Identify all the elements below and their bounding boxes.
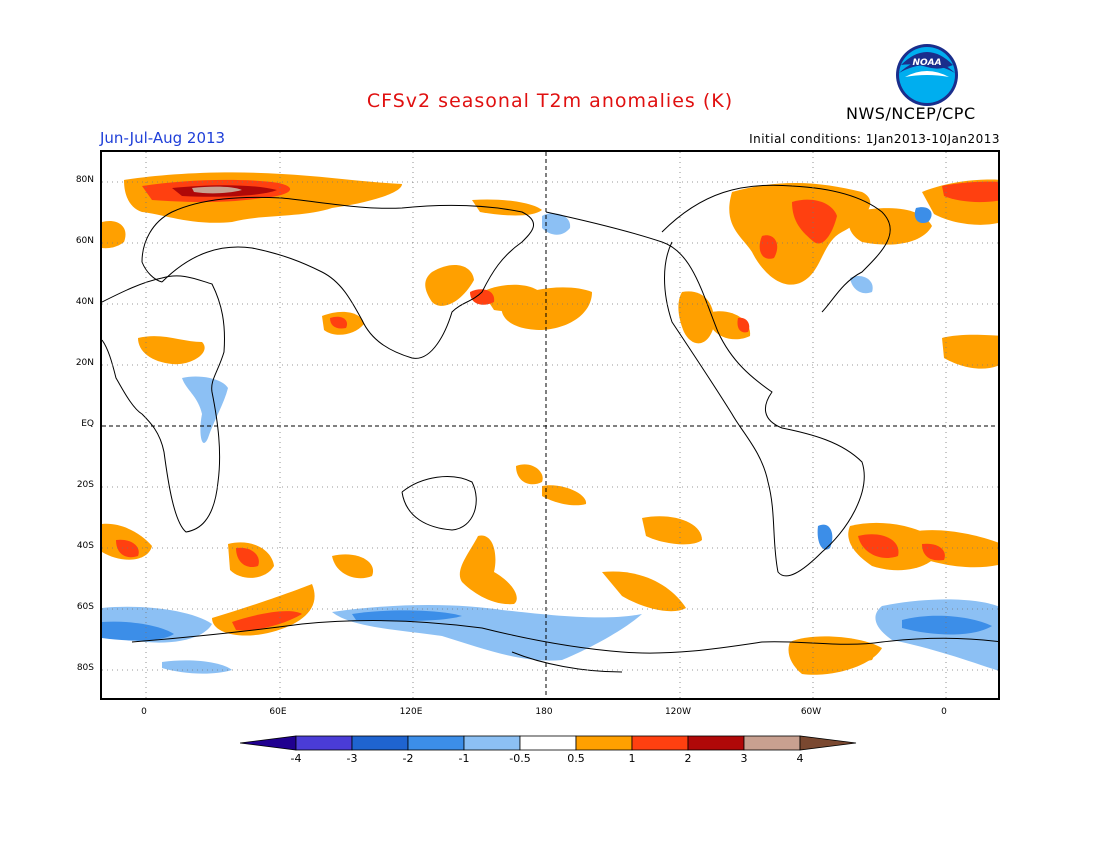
season-label: Jun-Jul-Aug 2013 [100, 129, 226, 147]
colorbar-swatch [463, 735, 521, 751]
lon-label-120w: 120W [664, 707, 692, 717]
colorbar-tick-label: 1 [628, 752, 636, 765]
colorbar-tick-label: 2 [684, 752, 692, 765]
reference-lines [102, 152, 998, 698]
svg-text:NOAA: NOAA [912, 58, 941, 68]
colorbar-swatch [631, 735, 689, 751]
colorbar-tick-label: -1 [458, 752, 470, 765]
colorbar-swatch [351, 735, 409, 751]
colorbar-tick-label: 3 [740, 752, 748, 765]
lat-label-eq: EQ [81, 419, 94, 429]
coastlines [102, 184, 998, 673]
lat-label-20s: 20S [76, 480, 94, 490]
colorbar-swatch [407, 735, 465, 751]
lon-label-0-west: 0 [141, 707, 147, 717]
noaa-logo: NOAA [896, 44, 958, 106]
colorbar-tick-label: 0.5 [567, 752, 585, 765]
grid [102, 152, 998, 698]
anomaly-map [100, 150, 1000, 700]
lat-label-80s: 80S [76, 663, 94, 673]
cold-anomalies [102, 207, 998, 674]
lon-label-120e: 120E [399, 707, 423, 717]
colorbar-tick-label: 4 [796, 752, 804, 765]
colorbar-tick-label: -2 [402, 752, 414, 765]
colorbar-tick-label: -3 [346, 752, 358, 765]
lon-label-60w: 60W [800, 707, 822, 717]
lat-label-80n: 80N [75, 175, 94, 185]
lon-label-180: 180 [535, 707, 553, 717]
lon-label-60e: 60E [269, 707, 287, 717]
colorbar-tick-label: -4 [290, 752, 302, 765]
organization-label: NWS/NCEP/CPC [846, 104, 976, 123]
colorbar-swatch [295, 735, 353, 751]
lat-label-40n: 40N [75, 297, 94, 307]
lat-label-40s: 40S [76, 541, 94, 551]
lat-label-60n: 60N [75, 236, 94, 246]
warm-anomalies [102, 172, 998, 675]
colorbar-swatch [743, 735, 801, 751]
map-canvas [102, 152, 998, 698]
lon-label-0-east: 0 [941, 707, 947, 717]
initial-conditions-label: Initial conditions: 1Jan2013-10Jan2013 [749, 132, 1000, 146]
chart-title: CFSv2 seasonal T2m anomalies (K) [366, 90, 734, 112]
colorbar-swatch [687, 735, 745, 751]
colorbar-swatch [519, 735, 577, 751]
colorbar-arrow-low [240, 735, 297, 751]
colorbar-swatch [575, 735, 633, 751]
lat-label-60s: 60S [76, 602, 94, 612]
colorbar-arrow-high [799, 735, 857, 751]
lat-label-20n: 20N [75, 358, 94, 368]
colorbar-tick-label: -0.5 [509, 752, 531, 765]
colorbar [240, 735, 857, 751]
